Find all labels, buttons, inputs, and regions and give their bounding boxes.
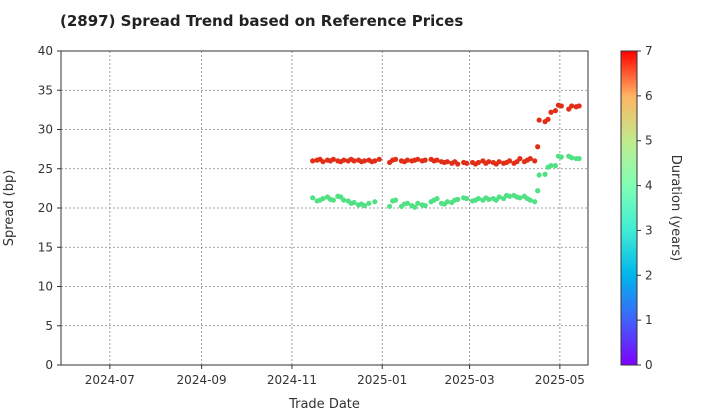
data-point (444, 159, 450, 165)
colorbar (620, 50, 638, 366)
data-point (404, 157, 410, 163)
data-point (475, 195, 482, 202)
data-point (434, 195, 440, 202)
x-tick-label: 2025-01 (357, 373, 407, 387)
data-point (569, 155, 575, 161)
y-tick-label: 30 (38, 123, 53, 137)
data-point (527, 197, 533, 203)
colorbar-tick-label: 3 (645, 223, 653, 237)
data-point (576, 103, 582, 109)
data-point (341, 197, 347, 203)
data-point (532, 158, 538, 164)
data-point (455, 161, 461, 167)
data-point (532, 199, 538, 205)
x-axis: 2024-07 2024-09 2024-11 2025-01 2025-03 2025-… (85, 365, 585, 387)
y-tick-label: 10 (38, 280, 53, 294)
data-point (464, 195, 470, 202)
data-point (392, 197, 399, 203)
data-point (475, 159, 482, 166)
y-tick-label: 35 (38, 83, 53, 97)
colorbar-tick-label: 0 (645, 358, 653, 372)
x-tick-label: 2024-07 (85, 373, 135, 387)
data-point (351, 199, 357, 206)
data-point (310, 195, 316, 201)
data-point (545, 116, 551, 122)
data-point (372, 199, 378, 205)
data-point (361, 203, 368, 209)
data-point (341, 157, 347, 163)
data-point (434, 157, 440, 163)
data-point (372, 158, 378, 164)
y-tick-label: 15 (38, 240, 53, 254)
data-point (366, 200, 372, 206)
data-point (464, 160, 470, 166)
data-point (310, 158, 316, 164)
x-tick-label: 2024-09 (177, 373, 227, 387)
y-tick-label: 5 (45, 319, 53, 333)
data-point (506, 193, 513, 199)
colorbar-tick-label: 2 (645, 268, 653, 282)
data-point (455, 196, 461, 202)
data-point (496, 159, 502, 165)
x-axis-label: Trade Date (288, 397, 360, 412)
x-tick-label: 2025-03 (445, 373, 495, 387)
data-point (330, 156, 336, 162)
chart-title: (2897) Spread Trend based on Reference P… (60, 12, 463, 30)
data-point (542, 171, 548, 177)
data-point (517, 155, 523, 162)
data-point (548, 109, 554, 115)
data-point (376, 156, 382, 162)
colorbar-tick-label: 4 (645, 179, 653, 193)
data-point (330, 197, 336, 203)
y-tick-label: 0 (45, 358, 53, 372)
data-point (415, 200, 421, 206)
data-point (320, 195, 326, 202)
data-point (320, 159, 326, 165)
data-point (558, 154, 564, 160)
data-point (422, 157, 428, 163)
data-point (444, 199, 450, 205)
x-tick-label: 2025-05 (535, 373, 585, 387)
colorbar-label: Duration (years) (668, 155, 683, 262)
data-point (536, 172, 542, 178)
data-point (548, 163, 554, 169)
data-point (535, 188, 541, 194)
data-point (569, 103, 575, 109)
data-point (506, 158, 513, 164)
y-axis: 0 5 10 15 20 25 30 35 40 (38, 44, 61, 372)
colorbar-tick-label: 5 (645, 134, 653, 148)
data-point (422, 203, 428, 209)
data-point (517, 195, 523, 201)
data-point (387, 203, 393, 210)
y-tick-label: 25 (38, 162, 53, 176)
colorbar-tick-label: 1 (645, 313, 653, 327)
data-point (486, 159, 492, 165)
data-point (496, 194, 502, 200)
y-tick-label: 40 (38, 44, 53, 58)
colorbar-tick-label: 7 (645, 44, 653, 58)
scatter-points (310, 102, 582, 210)
data-point (552, 163, 559, 169)
data-point (361, 158, 368, 164)
data-point (351, 158, 357, 164)
data-point (404, 200, 410, 206)
data-point (535, 144, 541, 150)
x-tick-label: 2024-11 (267, 373, 317, 387)
data-point (552, 108, 559, 114)
y-axis-label: Spread (bp) (2, 170, 17, 247)
colorbar-ticks: 0 1 2 3 4 5 6 7 (637, 44, 653, 372)
data-point (392, 156, 399, 162)
data-point (558, 103, 564, 109)
y-tick-label: 20 (38, 201, 53, 215)
data-point (486, 196, 492, 202)
data-point (527, 155, 533, 162)
colorbar-tick-label: 6 (645, 89, 653, 103)
data-point (412, 204, 418, 210)
data-point (536, 117, 542, 123)
data-point (576, 155, 582, 162)
plot-area (61, 51, 588, 365)
data-point (415, 156, 421, 162)
